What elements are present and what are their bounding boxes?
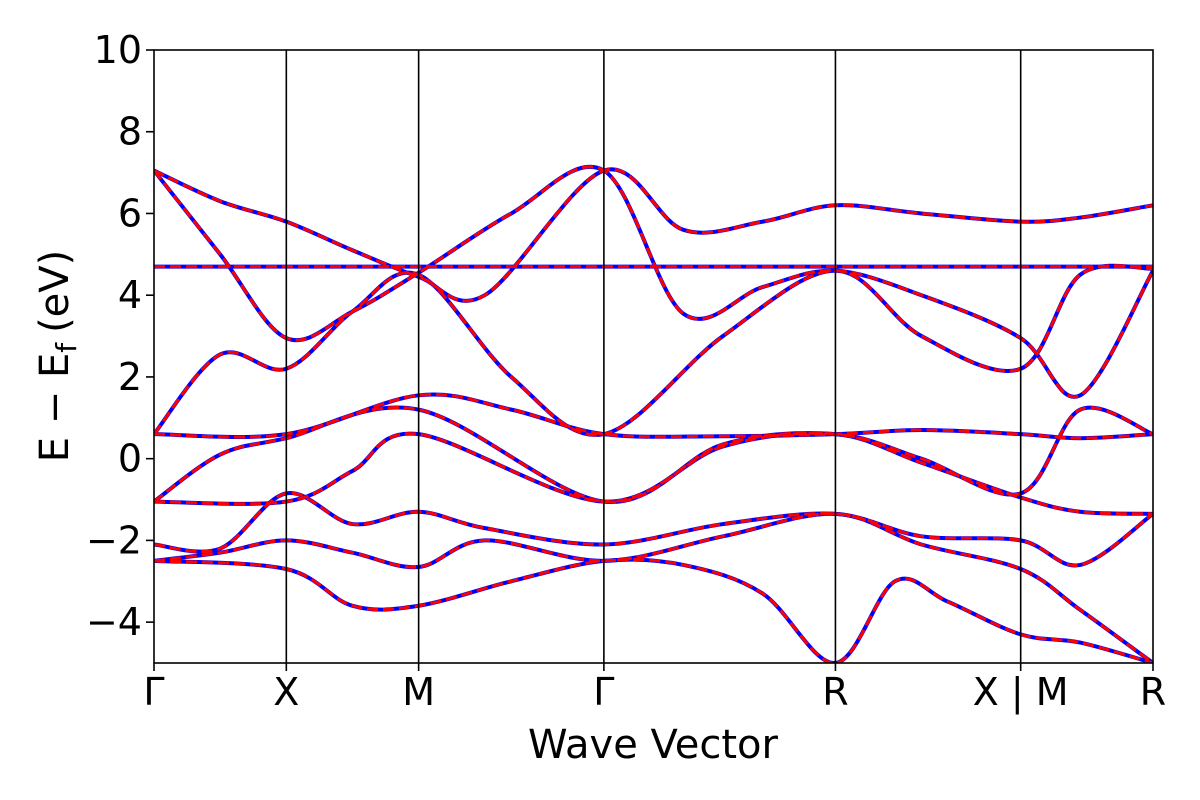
- x-axis-label: Wave Vector: [528, 722, 779, 768]
- band-line-series-0-band-6: [154, 431, 1153, 516]
- band-line-series-1-band-0: [154, 167, 1153, 303]
- x-tick-label: R: [1140, 670, 1166, 714]
- y-tick-label: 2: [118, 355, 142, 399]
- x-tick-label: Γ: [593, 670, 614, 714]
- plot-frame: [153, 49, 1154, 664]
- y-axis-label: E − Ef (eV): [32, 250, 83, 463]
- y-tick-label: 0: [118, 437, 142, 481]
- band-line-series-1-band-7: [154, 491, 1153, 567]
- x-tick-label: Γ: [143, 670, 164, 714]
- band-line-series-0-band-0: [154, 167, 1153, 303]
- x-tick-label: R: [822, 670, 848, 714]
- band-line-series-0-band-3: [154, 263, 1153, 437]
- band-line-series-1-band-9: [154, 557, 1153, 663]
- y-tick-label: −4: [86, 600, 142, 644]
- y-tick-label: −2: [86, 518, 142, 562]
- y-tick-label: 10: [94, 28, 142, 72]
- y-axis-ticks: −4 −2 0 2 4 6 8 10: [86, 28, 154, 644]
- x-tick-label: X | M: [973, 670, 1069, 715]
- y-tick-label: 4: [118, 273, 142, 317]
- kpoint-lines: [285, 50, 1022, 663]
- y-axis-label-subscript: f: [50, 342, 83, 353]
- y-axis-label-main: E − E: [32, 353, 78, 463]
- y-axis-label-unit: (eV): [32, 250, 78, 333]
- bands-layer: [154, 164, 1153, 663]
- x-axis-ticks: Γ X M Γ R X | M R: [143, 663, 1166, 715]
- band-line-series-1-band-3: [154, 264, 1153, 437]
- band-line-series-1-band-6: [154, 431, 1153, 516]
- y-tick-label: 8: [118, 110, 142, 154]
- x-tick-label: X: [273, 670, 299, 714]
- x-tick-label: M: [402, 670, 435, 714]
- y-tick-label: 6: [118, 191, 142, 235]
